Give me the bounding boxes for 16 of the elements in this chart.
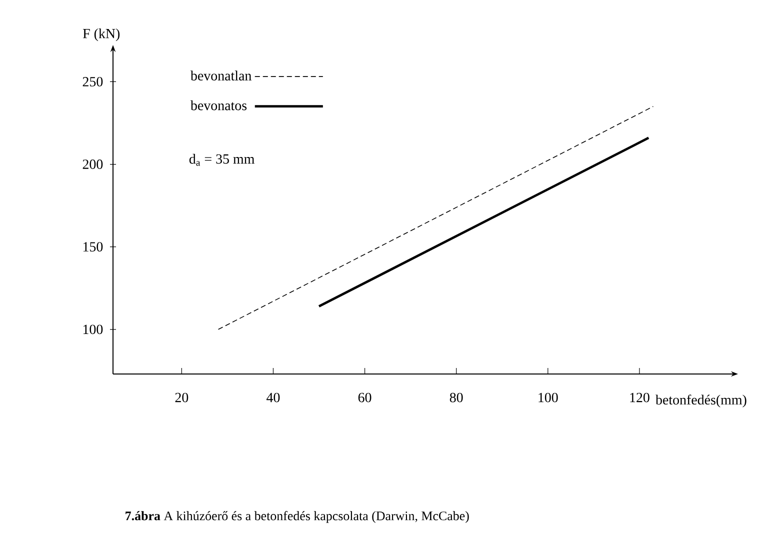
text: 7.ábra A kihúzóerő és a betonfedés kapcsolata (Darwin, McCabe) (126, 511, 469, 523)
x-tick-label: 40 (266, 392, 280, 402)
y-axis-title: F (kN) (82, 28, 120, 42)
legend-label: bevonatos (190, 100, 247, 110)
annotation: d$_{a}$ = 35 mm (189, 154, 254, 166)
legend-label: bevonatlan (190, 70, 252, 80)
x-axis-title: betonfedés(mm) (656, 394, 746, 408)
x-tick-label: 80 (450, 392, 463, 402)
x-tick-label: 120 (630, 392, 650, 402)
x-tick-label: 100 (538, 392, 558, 402)
y-tick-label: 200 (82, 160, 103, 169)
y-tick-label: 150 (83, 242, 103, 252)
y-tick-label: 100 (83, 324, 103, 334)
x-tick-label: 20 (175, 392, 188, 402)
y-tick-label: 250 (82, 76, 103, 86)
x-tick-label: 60 (358, 392, 372, 402)
